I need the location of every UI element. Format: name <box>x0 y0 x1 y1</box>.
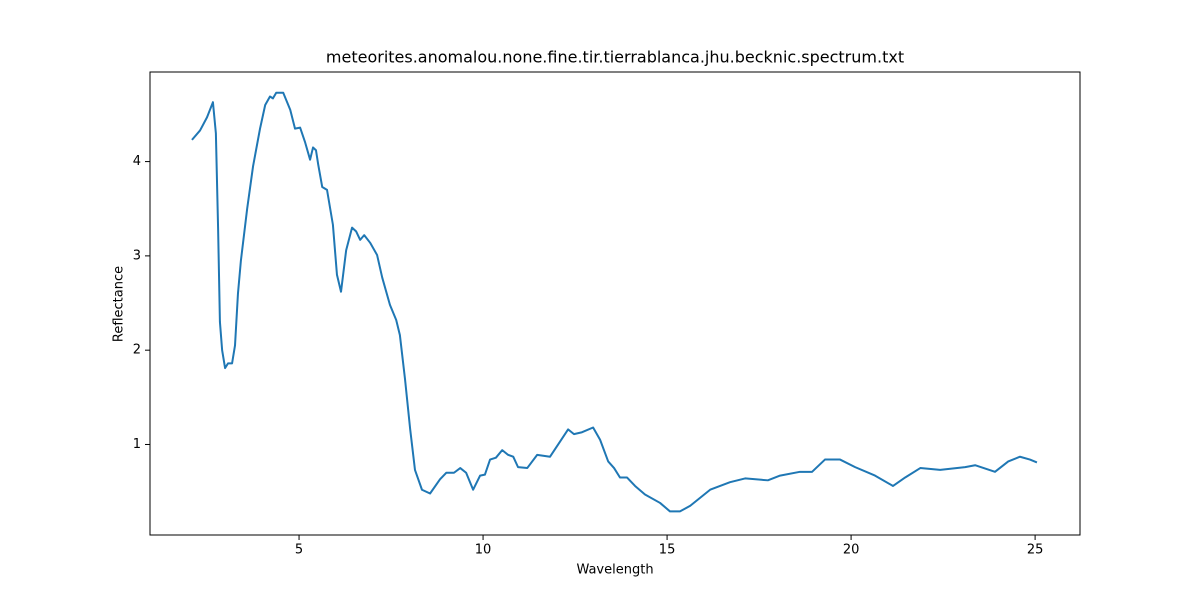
plot-frame <box>149 71 1081 536</box>
x-tick-label: 25 <box>1027 543 1044 558</box>
x-tick-label: 5 <box>295 543 303 558</box>
chart-title: meteorites.anomalou.none.fine.tir.tierra… <box>326 48 904 67</box>
x-tick-label: 15 <box>659 543 676 558</box>
x-axis-label: Wavelength <box>576 563 653 578</box>
x-tick-label: 20 <box>843 543 860 558</box>
x-tick-label: 10 <box>475 543 492 558</box>
y-tick-label: 1 <box>133 437 141 452</box>
y-axis-label: Reflectance <box>112 266 127 342</box>
y-tick-label: 3 <box>133 248 141 263</box>
data-line <box>191 91 1038 513</box>
y-tick-label: 4 <box>133 154 141 169</box>
y-tick-label: 2 <box>133 343 141 358</box>
